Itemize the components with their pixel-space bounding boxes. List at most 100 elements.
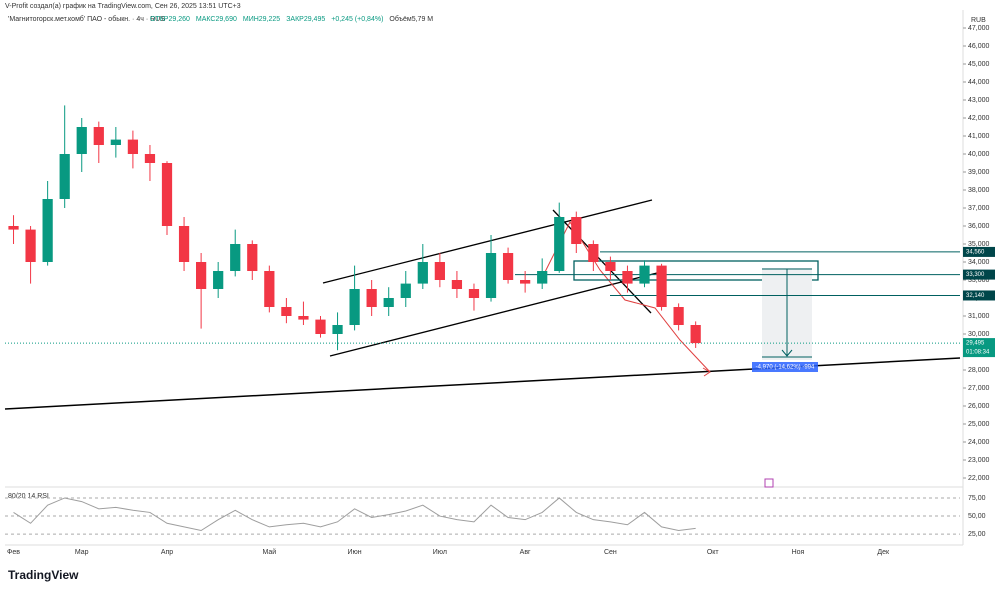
y-tick-label: 28,000 — [968, 367, 990, 374]
candle-body — [247, 244, 258, 271]
candle-body — [400, 283, 411, 298]
y-tick-label: 34,000 — [968, 259, 990, 266]
x-tick-label: Апр — [161, 549, 173, 556]
y-tick-label: 44,000 — [968, 79, 990, 86]
candle-body — [315, 319, 326, 334]
measure-label: -4,970 (-14,62%) -994 — [756, 365, 815, 371]
level-label: 32,140 — [966, 293, 985, 299]
ohlc-value: ЗАКР29,495 — [286, 16, 325, 23]
candle-body — [230, 244, 241, 271]
rsi-tick-label: 75,00 — [968, 495, 986, 502]
x-tick-label: Май — [262, 548, 276, 556]
candle-body — [383, 298, 394, 307]
credit: V-Profit создал(а) график на TradingView… — [5, 3, 241, 10]
ohlc-legend: ОТКР29,260 МАКС29,690 МИН29,225 ЗАКР29,495 +… — [150, 15, 433, 23]
candle-body — [127, 139, 139, 154]
currency: RUB — [971, 17, 986, 24]
x-tick-label: Дек — [877, 549, 890, 556]
candle-body — [298, 316, 309, 320]
candle-body — [366, 289, 377, 307]
candle-body — [622, 271, 633, 284]
logo: TradingView — [8, 568, 79, 582]
channel-upper — [322, 199, 653, 284]
candle-body — [196, 262, 207, 289]
y-tick-label: 27,000 — [968, 385, 990, 392]
rsi-tick-label: 50,00 — [968, 513, 986, 520]
level-tag — [963, 290, 995, 301]
candle-body — [161, 163, 173, 226]
candle-body — [332, 325, 343, 334]
x-tick-label: Фев — [7, 549, 20, 556]
ohlc-value: +0,245 (+0,84%) — [331, 16, 383, 23]
candle-body — [554, 217, 565, 271]
alert-icon — [764, 478, 774, 488]
y-tick-label: 45,000 — [968, 61, 990, 68]
y-tick-label: 35,000 — [968, 241, 990, 248]
x-tick-label: Авг — [520, 549, 531, 556]
rsi-tick-label: 25,00 — [968, 531, 986, 538]
symbol-title: 'Магнитогорск.мет.комб' ПАО - обыкн. · 4… — [8, 15, 165, 23]
ohlc-value: ОТКР29,260 — [150, 16, 190, 23]
y-tick-label: 36,000 — [968, 223, 990, 230]
last-price-timer: 01:08:34 — [966, 350, 990, 356]
projection-path — [544, 220, 711, 373]
candle-body — [42, 199, 53, 262]
level-label: 33,300 — [966, 272, 985, 278]
candle-body — [417, 262, 428, 284]
level-tag — [963, 246, 995, 257]
y-tick-label: 46,000 — [968, 43, 990, 50]
x-tick-label: Июл — [433, 549, 447, 556]
candle-body — [25, 229, 36, 262]
candle-body — [76, 127, 87, 154]
candle-body — [213, 271, 224, 289]
candle-body — [588, 244, 599, 262]
candle-body — [144, 154, 156, 163]
last-price-label: 29,495 — [966, 341, 985, 347]
x-tick-label: Мар — [75, 549, 89, 556]
measure-label-box — [752, 362, 818, 372]
y-tick-label: 42,000 — [968, 115, 990, 122]
y-tick-label: 30,000 — [968, 331, 990, 338]
candle-body — [93, 127, 104, 145]
projection-arrow — [702, 367, 711, 377]
measure-arrowhead — [781, 349, 793, 357]
zone-box — [573, 260, 819, 281]
y-tick-label: 33,000 — [968, 277, 990, 284]
x-tick-label: Июн — [348, 549, 362, 556]
candle-body — [349, 289, 360, 325]
y-tick-label: 43,000 — [968, 97, 990, 104]
candle-body — [656, 265, 667, 307]
y-tick-label: 24,000 — [968, 439, 990, 446]
candle-body — [468, 289, 480, 298]
x-tick-label: Окт — [707, 549, 720, 556]
candle-body — [485, 253, 497, 298]
level-tag — [963, 269, 995, 280]
candle-body — [537, 271, 548, 284]
y-tick-label: 37,000 — [968, 205, 990, 212]
candle-body — [178, 226, 190, 262]
candle-body — [59, 154, 70, 199]
candle-body — [571, 217, 582, 244]
y-tick-label: 40,000 — [968, 151, 990, 158]
candle-body — [451, 280, 463, 289]
y-tick-label: 25,000 — [968, 421, 990, 428]
candle-body — [520, 280, 531, 284]
candle-body — [502, 253, 514, 280]
candle-body — [639, 265, 650, 284]
x-tick-label: Сен — [604, 549, 617, 556]
level-label: 34,560 — [966, 249, 985, 255]
candle-body — [281, 307, 292, 316]
rsi-title: 80/20 14 RSI — [8, 493, 49, 500]
y-tick-label: 39,000 — [968, 169, 990, 176]
y-tick-label: 38,000 — [968, 187, 990, 194]
y-tick-label: 26,000 — [968, 403, 990, 410]
y-tick-label: 47,000 — [968, 25, 990, 32]
x-tick-label: Ноя — [792, 549, 805, 556]
candle-body — [673, 307, 684, 325]
candle-body — [690, 325, 701, 344]
ohlc-value: МАКС29,690 — [196, 16, 237, 23]
y-tick-label: 31,000 — [968, 313, 990, 320]
ohlc-value: МИН29,225 — [243, 16, 280, 23]
y-tick-label: 41,000 — [968, 133, 990, 140]
